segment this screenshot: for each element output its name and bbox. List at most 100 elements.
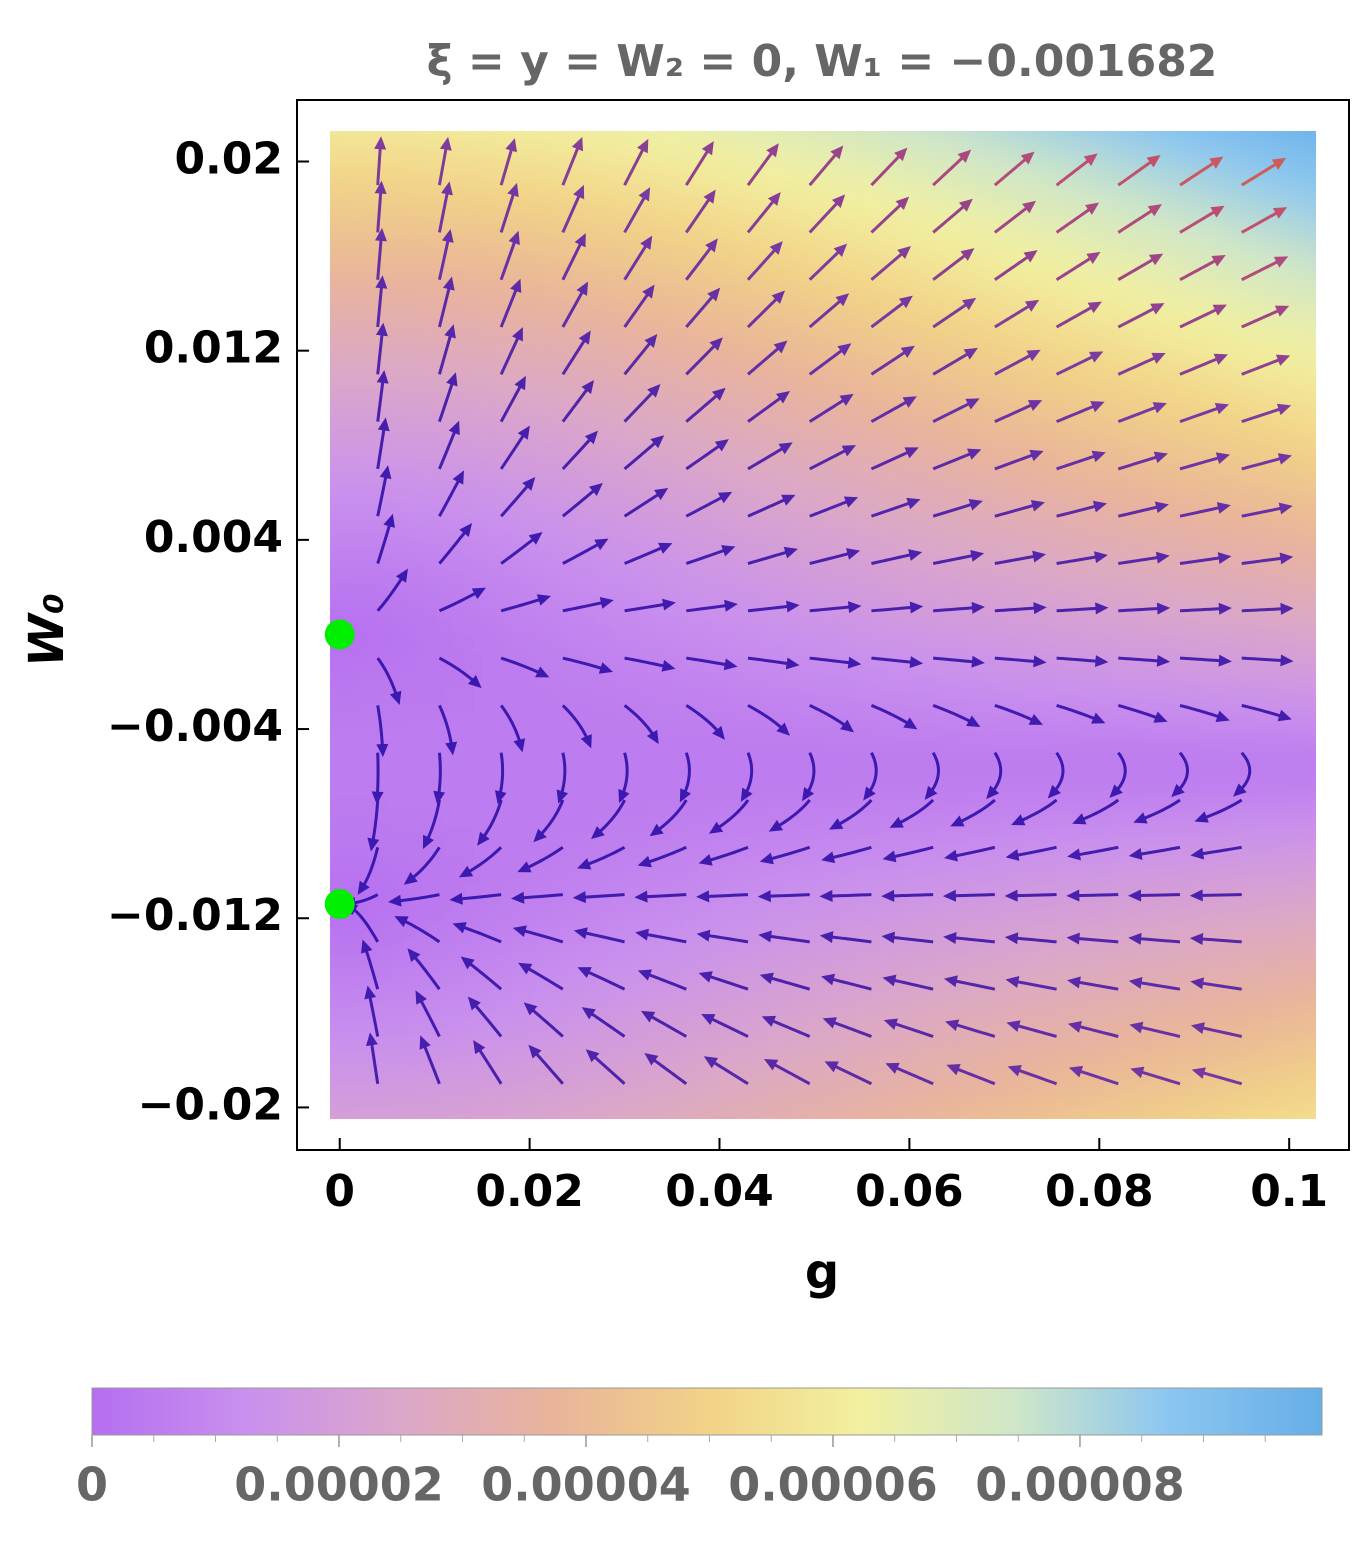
field-cell (647, 131, 679, 161)
field-cell (1112, 187, 1144, 219)
arrow-head (881, 889, 895, 902)
field-cell (531, 131, 563, 161)
arrow-head (634, 890, 648, 903)
field-cell (1025, 856, 1057, 888)
arrow-head (783, 546, 798, 559)
field-cell (330, 303, 331, 335)
field-cell (1025, 565, 1057, 597)
field-cell (1112, 303, 1144, 335)
field-cell (851, 944, 883, 976)
field-cell (386, 478, 418, 510)
field-cell (330, 1060, 360, 1092)
field-cell (386, 449, 418, 481)
field-cell (415, 420, 447, 452)
field-cell (473, 1089, 505, 1119)
arrow-head (522, 476, 536, 491)
field-cell (851, 158, 883, 190)
field-cell (880, 565, 912, 597)
arrow-head (1147, 204, 1162, 217)
field-cell (967, 594, 999, 626)
y-tick-label: −0.004 (107, 701, 283, 752)
field-cell (1141, 1031, 1173, 1063)
field-cell (676, 886, 708, 918)
field-cell (1141, 886, 1173, 918)
field-cell (415, 187, 447, 219)
field-cell (444, 624, 476, 656)
field-cell (938, 158, 970, 190)
field-cell (1315, 158, 1316, 190)
field-cell (415, 131, 447, 132)
arrow-head (415, 990, 427, 1005)
field-cell (792, 187, 824, 219)
field-cell (444, 478, 476, 510)
field-cell (1315, 245, 1316, 277)
field-cell (357, 682, 389, 714)
field-cell (444, 682, 476, 714)
field-cell (330, 362, 360, 394)
field-cell (1141, 944, 1173, 976)
colorbar-tick-label: 0.00004 (481, 1458, 691, 1512)
arrow-head (580, 734, 592, 749)
field-cell (647, 216, 679, 248)
field-cell (676, 624, 708, 656)
field-cell (1054, 798, 1086, 830)
field-cell (822, 303, 854, 335)
arrow-head (971, 655, 985, 668)
field-cell (1170, 624, 1202, 656)
arrow-head (839, 393, 854, 406)
field-cell (938, 624, 970, 656)
field-cell (1257, 536, 1289, 568)
field-cell (996, 1002, 1028, 1034)
field-cell (967, 216, 999, 248)
field-cell (676, 973, 708, 1005)
field-cell (792, 624, 824, 656)
arrow-head (535, 666, 550, 678)
field-cell (1112, 245, 1144, 277)
field-cell (705, 507, 737, 539)
field-cell (357, 711, 389, 743)
field-cell (938, 711, 970, 743)
field-cell (330, 1089, 331, 1119)
field-cell (531, 158, 563, 190)
field-cell (330, 740, 360, 772)
field-cell (473, 624, 505, 656)
arrow-head (898, 295, 913, 309)
arrow-head (1095, 602, 1109, 615)
field-cell (560, 624, 592, 656)
field-cell (1315, 856, 1316, 888)
field-cell (1315, 187, 1316, 219)
field-cell (1112, 274, 1144, 306)
arrow-head (1092, 500, 1107, 513)
arrow-head (1146, 154, 1161, 168)
arrow-head (696, 929, 711, 942)
arrow-head (1128, 889, 1142, 902)
field-cell (647, 973, 679, 1005)
field-cell (357, 1060, 389, 1092)
field-cell (473, 594, 505, 626)
arrow-head (769, 241, 783, 255)
field-cell (647, 624, 679, 656)
field-cell (415, 478, 447, 510)
field-cell (792, 131, 824, 161)
arrow-head (701, 141, 714, 156)
arrow-head (740, 787, 753, 802)
field-cell (1170, 565, 1202, 597)
arrow-head (717, 491, 733, 504)
arrow-head (511, 327, 523, 342)
arrow-head (577, 858, 592, 870)
field-cell (792, 1089, 824, 1119)
field-cell (589, 303, 621, 335)
field-cell (589, 915, 621, 947)
field-cell (647, 303, 679, 335)
arrow-head (1215, 452, 1230, 464)
x-tick-label: 0.1 (1250, 1166, 1328, 1217)
field-cell (330, 827, 360, 859)
field-cell (1315, 886, 1316, 918)
field-cell (851, 886, 883, 918)
field-cell (909, 944, 941, 976)
field-cell (1199, 944, 1231, 976)
field-cell (1141, 131, 1173, 161)
arrow-head (1066, 932, 1080, 945)
field-cell (415, 1118, 447, 1119)
field-cell (1112, 131, 1144, 161)
